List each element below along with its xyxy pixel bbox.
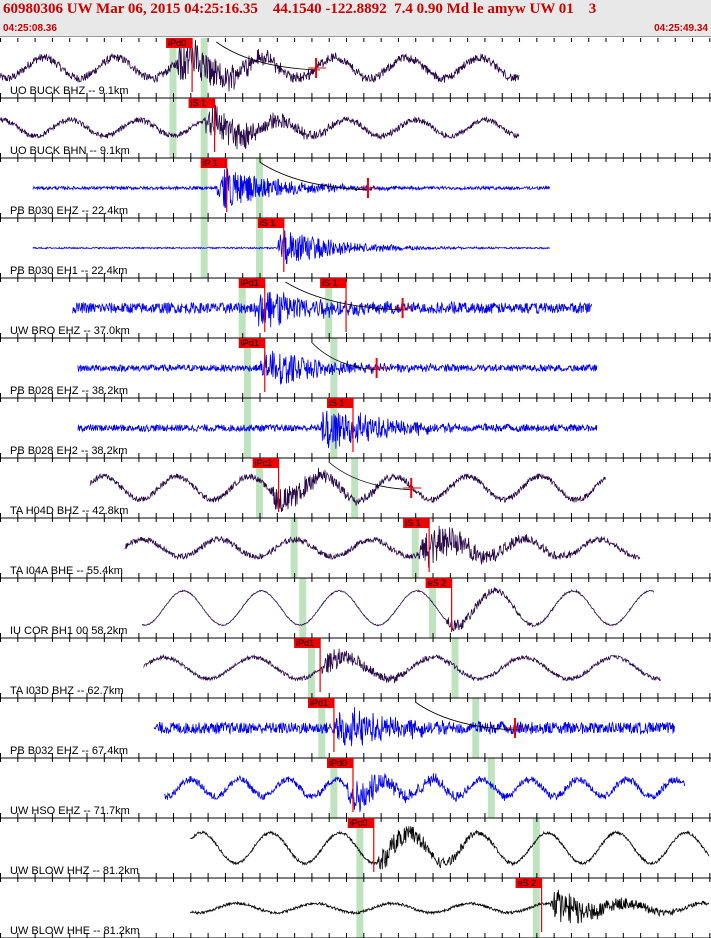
waveform-trace: [72, 291, 593, 328]
pick-flag: [294, 638, 321, 648]
waveform-trace: [77, 350, 598, 385]
pick-label: iPd0: [168, 38, 186, 48]
waveform-trace: [141, 586, 654, 632]
coda-duration-curve: [328, 461, 416, 491]
pick-flag: [200, 158, 227, 168]
coda-duration-curve: [216, 41, 321, 71]
event-title: 60980306 UW Mar 06, 2015 04:25:16.35 44.…: [3, 1, 597, 17]
end-time: 04:25:49.34: [654, 23, 708, 34]
seismogram-plot: iPd0 iS 1 iP 1 iS 1 iPd1 iS 1 iPd1 iS 1 iPc1 iS 1…: [0, 38, 711, 938]
pick-flag: [425, 578, 452, 588]
phase-window-marker: [429, 578, 437, 638]
coda-duration-curve: [259, 161, 372, 191]
pick-flag: [320, 278, 347, 288]
pick-flag: [515, 878, 542, 888]
trace-label: UO BUCK BHZ -- 9.1km: [10, 85, 129, 97]
pick-label: iS 1: [260, 218, 276, 228]
pick-label: iPc0: [350, 818, 368, 828]
waveform-trace: [164, 773, 686, 812]
pick-label: iPc1: [255, 458, 273, 468]
waveform-trace: [77, 410, 598, 449]
phase-window-marker: [532, 878, 540, 938]
pick-flag: [188, 98, 215, 108]
trace-label: PB B032 EHZ -- 67.4km: [10, 745, 128, 757]
waveform-trace: [0, 104, 520, 150]
pick-flag: [326, 758, 353, 768]
waveform-trace: [189, 889, 710, 924]
phase-window-marker: [307, 638, 315, 698]
pick-label: iS 1: [322, 278, 338, 288]
trace-label: PB B030 EH1 -- 22.4km: [10, 265, 127, 277]
pick-flag: [307, 698, 334, 708]
phase-window-marker: [200, 38, 208, 98]
pick-flag: [257, 218, 284, 228]
phase-window-marker: [330, 338, 338, 398]
pick-flag: [252, 458, 279, 468]
waveform-trace: [124, 525, 641, 568]
trace-label: UW BLOW HHZ -- 81.2km: [10, 865, 139, 877]
phase-window-marker: [200, 98, 208, 158]
waveform-trace: [32, 230, 551, 265]
trace-label: PB B028 EH2 -- 38.2km: [10, 445, 127, 457]
phase-window-marker: [356, 878, 364, 938]
phase-window-marker: [351, 458, 359, 518]
pick-flag: [347, 818, 374, 828]
phase-window-marker: [200, 158, 208, 218]
pick-label: iS 1: [191, 98, 207, 108]
phase-window-marker: [290, 518, 298, 578]
pick-label: iS 1: [329, 398, 345, 408]
pick-label: iPd1: [310, 698, 328, 708]
coda-duration-curve: [414, 701, 520, 731]
phase-window-marker: [356, 818, 364, 878]
trace-label: TA H04D BHZ -- 42.8km: [10, 505, 128, 517]
waveform-trace: [0, 39, 520, 92]
pick-label: iS 1: [405, 518, 421, 528]
pick-flag: [326, 398, 353, 408]
phase-window-marker: [169, 38, 177, 98]
trace-label: PB B030 EHZ -- 22.4km: [10, 205, 128, 217]
pick-label: eS 2: [518, 878, 537, 888]
pick-label: iPd1: [241, 278, 259, 288]
pick-label: iPd1: [241, 338, 259, 348]
event-header: 60980306 UW Mar 06, 2015 04:25:16.35 44.…: [0, 0, 711, 37]
trace-label: UW HSO EHZ -- 71.7km: [10, 805, 130, 817]
pick-flag: [166, 38, 193, 48]
phase-window-marker: [256, 458, 264, 518]
pick-flag: [238, 338, 265, 348]
phase-window-marker: [532, 818, 540, 878]
trace-label: IU COR BH1 00 58.2km: [10, 625, 127, 637]
coda-duration-curve: [311, 341, 381, 371]
trace-label: UW BLOW HHE -- 81.2km: [10, 925, 140, 937]
trace-label: PB B028 EHZ -- 38.2km: [10, 385, 128, 397]
phase-window-marker: [169, 98, 177, 158]
trace-label: UO BUCK BHN -- 9.1km: [10, 145, 130, 157]
pick-label: eS 2: [428, 578, 447, 588]
waveform-trace: [190, 826, 710, 870]
waveform-trace: [143, 648, 661, 684]
pick-label: iP 1: [203, 158, 218, 168]
start-time: 04:25:08.36: [3, 23, 57, 34]
pick-label: iPd1: [296, 638, 314, 648]
trace-label: TA I03D BHZ -- 62.7km: [10, 685, 124, 697]
waveform-trace: [32, 168, 550, 209]
pick-flag: [238, 278, 265, 288]
waveform-trace: [89, 467, 606, 513]
trace-label: TA I04A BHE -- 55.4km: [10, 565, 123, 577]
waveform-trace: [153, 707, 675, 747]
pick-label: iPd0: [329, 758, 347, 768]
phase-window-marker: [411, 518, 419, 578]
pick-flag: [403, 518, 430, 528]
phase-window-marker: [299, 578, 307, 638]
coda-duration-curve: [285, 281, 407, 311]
trace-label: UW BRO EHZ -- 37.0km: [10, 325, 130, 337]
phase-window-marker: [330, 758, 338, 818]
